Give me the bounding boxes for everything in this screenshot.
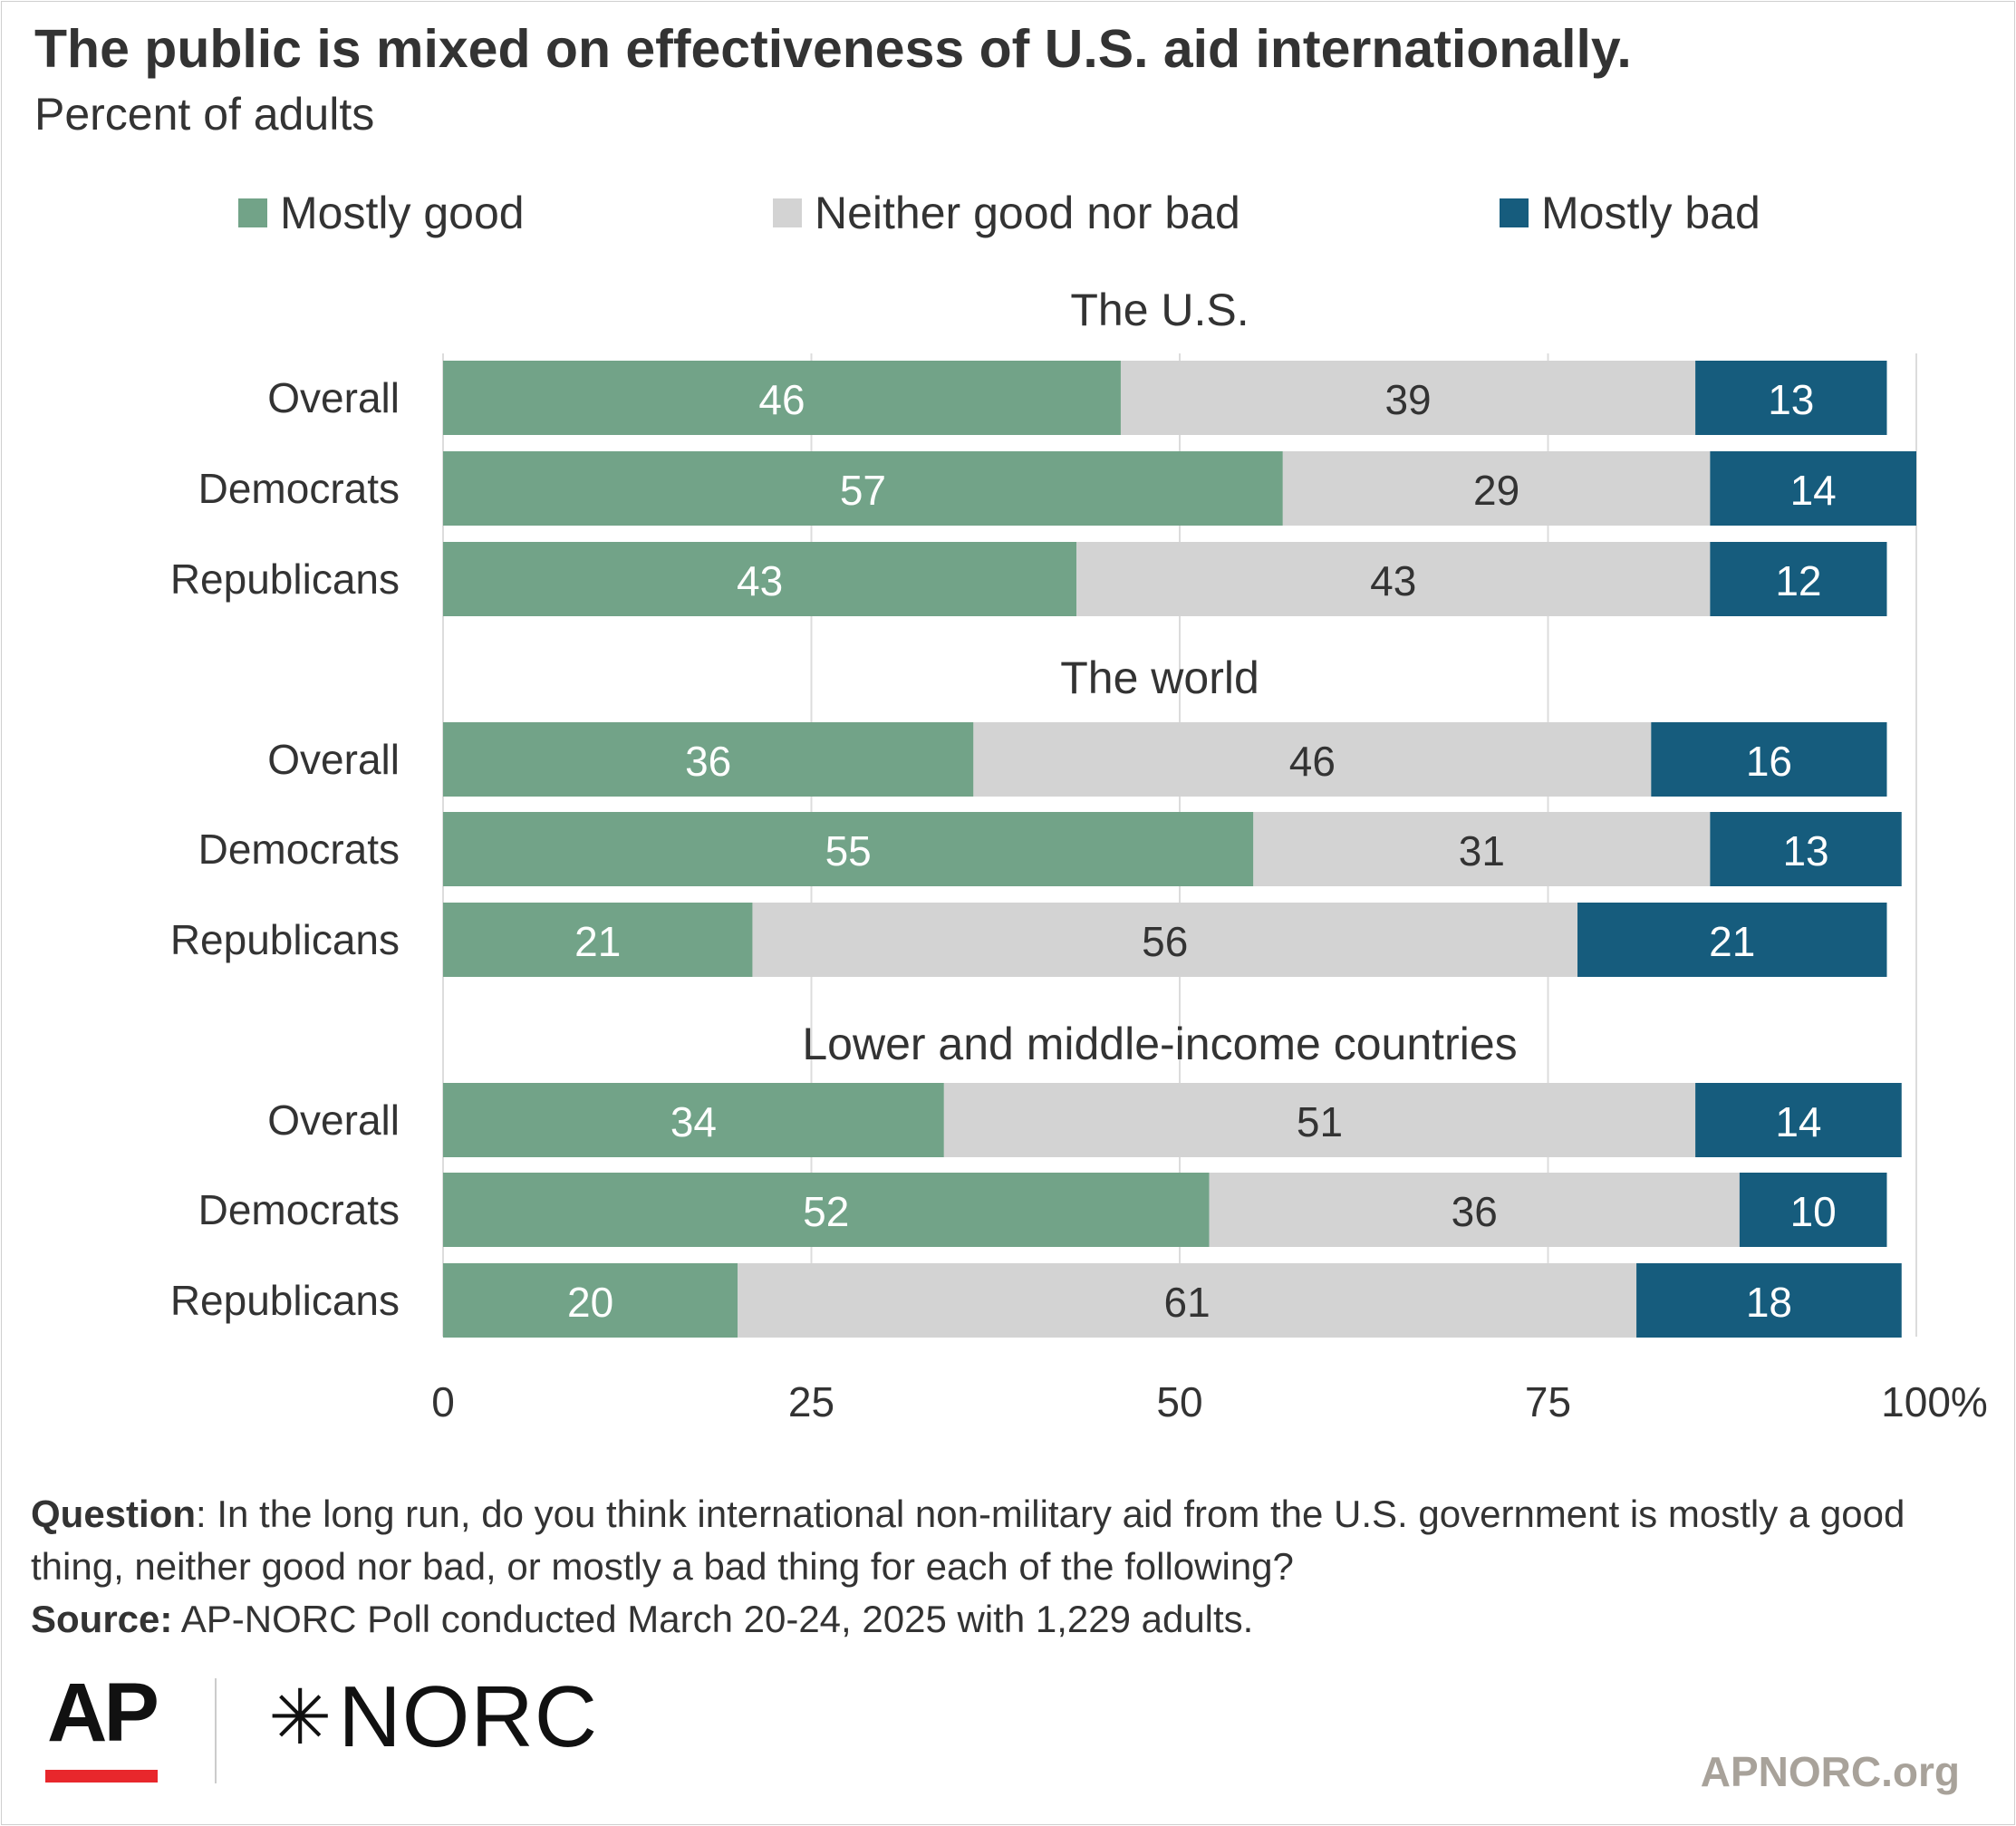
- bar-value-label: 13: [1782, 827, 1828, 874]
- bar-segment-neither-good-nor-bad: [1209, 1173, 1740, 1247]
- panel-title-0: The U.S.: [1070, 285, 1249, 335]
- bar-value-label: 36: [685, 738, 731, 785]
- bar-segment-mostly-good: [443, 451, 1283, 526]
- bar-value-label: 39: [1384, 376, 1431, 423]
- bar-value-label: 46: [1289, 738, 1336, 785]
- legend-item-mostly-bad: Mostly bad: [1500, 181, 1760, 245]
- question-text: : In the long run, do you think internat…: [31, 1493, 1905, 1588]
- bar-value-label: 43: [1370, 557, 1416, 604]
- x-tick-label-75: 75: [1525, 1378, 1571, 1425]
- bar-segment-mostly-good: [443, 812, 1254, 886]
- bar-value-label: 31: [1459, 827, 1505, 874]
- bar-segment-mostly-good: [443, 1263, 738, 1338]
- bar-segment-mostly-bad: [1710, 812, 1902, 886]
- norc-logo-text: NORC: [338, 1668, 599, 1765]
- ap-logo-underline: [45, 1770, 158, 1783]
- bar-segment-neither-good-nor-bad: [752, 903, 1578, 977]
- legend-label-neither: Neither good nor bad: [815, 188, 1240, 238]
- category-label: Republicans: [170, 1277, 400, 1324]
- legend-label-mostly-bad: Mostly bad: [1541, 188, 1760, 238]
- bar-segment-mostly-good: [443, 542, 1077, 616]
- bar-segment-mostly-good: [443, 1173, 1210, 1247]
- bar-value-label: 18: [1746, 1279, 1792, 1326]
- bar-value-label: 34: [670, 1098, 717, 1145]
- x-tick-label-50: 50: [1156, 1378, 1202, 1425]
- bar-segment-mostly-bad: [1710, 451, 1916, 526]
- bar-value-label: 56: [1142, 918, 1188, 965]
- legend-item-mostly-good: Mostly good: [238, 181, 525, 245]
- panel-title-1: The world: [1060, 652, 1259, 703]
- x-tick-label-100: 100%: [1881, 1378, 1988, 1425]
- bar-value-label: 43: [737, 557, 783, 604]
- bar-segment-mostly-bad: [1695, 361, 1887, 435]
- category-label: Republicans: [170, 556, 400, 603]
- bar-segment-neither-good-nor-bad: [1253, 812, 1711, 886]
- bar-value-label: 14: [1790, 467, 1837, 514]
- category-label: Democrats: [198, 1186, 400, 1233]
- bar-segment-mostly-good: [443, 903, 753, 977]
- legend-swatch-neither: [773, 198, 802, 227]
- panel-title-2: Lower and middle-income countries: [802, 1019, 1517, 1069]
- legend: Mostly good Neither good nor bad Mostly …: [0, 181, 2016, 245]
- category-label: Democrats: [198, 826, 400, 873]
- category-label: Democrats: [198, 465, 400, 512]
- bar-value-label: 52: [803, 1188, 849, 1235]
- bar-value-label: 21: [574, 918, 621, 965]
- bar-value-label: 57: [840, 467, 886, 514]
- bar-value-label: 36: [1452, 1188, 1498, 1235]
- chart-subtitle: Percent of adults: [34, 89, 375, 140]
- category-label: Republicans: [170, 916, 400, 963]
- category-label: Overall: [267, 736, 400, 783]
- bar-segment-mostly-good: [443, 361, 1121, 435]
- bar-segment-mostly-bad: [1651, 722, 1887, 797]
- bar-segment-neither-good-nor-bad: [1282, 451, 1711, 526]
- chart-title: The public is mixed on effectiveness of …: [34, 19, 1632, 79]
- norc-star-icon: ✳: [268, 1675, 333, 1760]
- bar-segment-mostly-bad: [1710, 542, 1887, 616]
- bar-segment-neither-good-nor-bad: [973, 722, 1652, 797]
- bar-segment-mostly-bad: [1636, 1263, 1902, 1338]
- bar-segment-neither-good-nor-bad: [1120, 361, 1696, 435]
- category-label: Overall: [267, 1097, 400, 1144]
- bar-value-label: 61: [1164, 1279, 1211, 1326]
- bar-value-label: 55: [825, 827, 872, 874]
- bar-value-label: 20: [567, 1279, 613, 1326]
- bar-segment-mostly-bad: [1695, 1083, 1902, 1157]
- bar-value-label: 12: [1775, 557, 1821, 604]
- bar-segment-mostly-good: [443, 1083, 944, 1157]
- bar-value-label: 16: [1746, 738, 1792, 785]
- bar-segment-neither-good-nor-bad: [738, 1263, 1637, 1338]
- bar-value-label: 13: [1768, 376, 1814, 423]
- bar-segment-mostly-bad: [1739, 1173, 1887, 1247]
- bar-segment-mostly-good: [443, 722, 974, 797]
- source-label: Source:: [31, 1598, 173, 1640]
- bar-segment-mostly-bad: [1577, 903, 1887, 977]
- norc-logo: ✳ NORC: [268, 1667, 598, 1767]
- logo-divider: [215, 1678, 217, 1783]
- x-tick-label-25: 25: [788, 1378, 834, 1425]
- legend-label-mostly-good: Mostly good: [280, 188, 525, 238]
- question-label: Question: [31, 1493, 197, 1535]
- legend-swatch-mostly-good: [238, 198, 267, 227]
- bar-segment-neither-good-nor-bad: [1076, 542, 1711, 616]
- footer-note: Question: In the long run, do you think …: [31, 1488, 1979, 1646]
- ap-logo: AP: [47, 1667, 159, 1759]
- bar-value-label: 51: [1297, 1098, 1343, 1145]
- bar-value-label: 14: [1775, 1098, 1821, 1145]
- stacked-bar-chart: 0 25 50 75 100% The U.S. Overall 46 39 13 Democrat…: [170, 285, 1988, 1425]
- bar-value-label: 46: [758, 376, 805, 423]
- legend-item-neither: Neither good nor bad: [773, 181, 1240, 245]
- x-tick-label-0: 0: [431, 1378, 455, 1425]
- bar-segment-neither-good-nor-bad: [943, 1083, 1696, 1157]
- site-link[interactable]: APNORC.org: [1700, 1748, 1960, 1795]
- category-label: Overall: [267, 374, 400, 421]
- legend-swatch-mostly-bad: [1500, 198, 1529, 227]
- bar-value-label: 29: [1473, 467, 1519, 514]
- bar-value-label: 10: [1790, 1188, 1837, 1235]
- source-text: AP-NORC Poll conducted March 20-24, 2025…: [172, 1598, 1254, 1640]
- bar-value-label: 21: [1709, 918, 1755, 965]
